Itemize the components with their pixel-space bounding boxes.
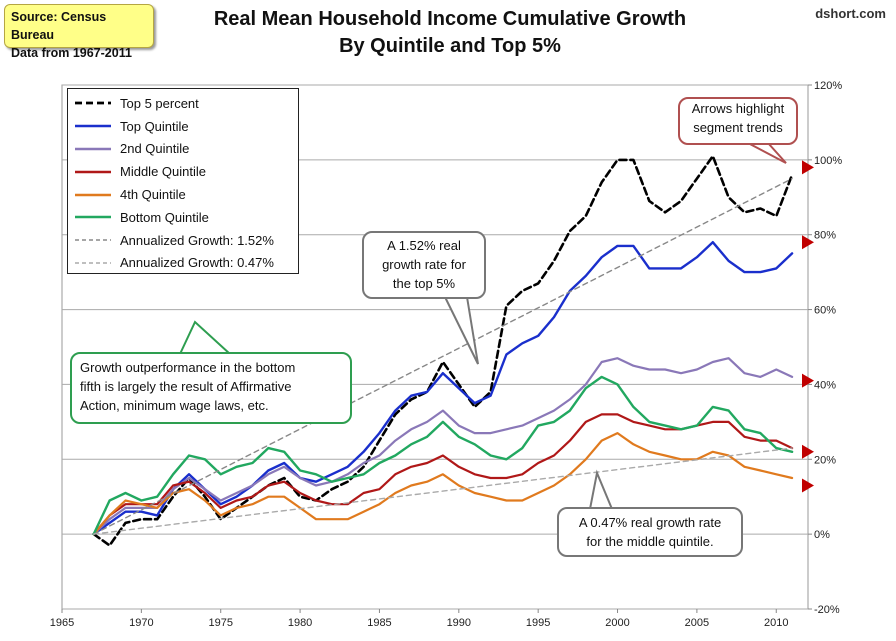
callout-tail [178,320,233,355]
series-line-middle-quintile [92,413,794,536]
y-tick-label: -20% [814,604,840,616]
callout-middle-note: A 0.47% real growth rate for the middle … [557,507,743,557]
trend-arrow [802,478,814,493]
legend-label: Bottom Quintile [120,209,209,225]
x-tick-label: 2000 [605,617,629,629]
y-tick-label: 0% [814,529,830,541]
callout-middle-line-2: for the middle quintile. [586,534,714,549]
callout-middle-line-1: A 0.47% real growth rate [578,515,722,530]
x-tick-label: 1995 [526,617,550,629]
data-range-line: Data from 1967-2011 [11,46,132,60]
y-tick-label: 60% [814,305,836,317]
x-tick-label: 2005 [685,617,709,629]
series-line-4th-quintile [92,432,794,536]
legend-item: Top 5 percent [74,92,292,115]
callout-arrows-line-1: Arrows highlight [691,101,785,116]
callout-top5-line-3: the top 5% [392,276,456,291]
series-line-annualized-growth-0-47 [93,447,793,535]
x-tick-label: 1990 [447,617,471,629]
y-tick-label: 20% [814,454,836,466]
legend-label: 4th Quintile [120,187,186,203]
legend-swatch [74,235,112,245]
axes: -20% 0% 20% 40% 60% 80% 100% 120% 1965 1970 1975 19… [50,80,843,629]
legend-swatch [74,212,112,222]
callout-arrows-note: Arrows highlight segment trends [678,97,798,145]
legend-item: 4th Quintile [74,183,292,206]
source-line: Source: Census Bureau [11,10,107,42]
title-line-1: Real Mean Household Income Cumulative Gr… [213,8,687,30]
legend-item: Middle Quintile [74,160,292,183]
legend-item: Top Quintile [74,115,292,138]
x-tick-label: 1970 [129,617,153,629]
x-tick-label: 1965 [50,617,74,629]
trend-arrow [802,235,814,250]
callout-bottom-note: Growth outperformance in the bottom fift… [70,352,352,424]
legend-item: Annualized Growth: 1.52% [74,229,292,252]
y-tick-label: 40% [814,379,836,391]
series-line-bottom-quintile [92,375,794,536]
series-line-2nd-quintile [92,357,794,536]
chart-title: Real Mean Household Income Cumulative Gr… [170,6,730,60]
legend-item: 2nd Quintile [74,138,292,161]
legend-swatch [74,121,112,131]
legend-label: Top 5 percent [120,95,199,111]
trend-arrow [802,160,814,175]
legend-label: Middle Quintile [120,164,206,180]
x-tick-label: 2010 [764,617,788,629]
x-tick-label: 1985 [367,617,391,629]
trend-arrows [802,160,814,493]
callout-top5-line-2: growth rate for [382,257,466,272]
x-tick-label: 1980 [288,617,312,629]
trend-arrow [802,373,814,388]
y-tick-label: 120% [814,80,842,92]
legend-swatch [74,258,112,268]
callout-pointers [178,142,787,510]
legend-swatch [74,98,112,108]
series-lines [92,154,794,547]
y-tick-label: 100% [814,155,842,167]
callout-bottom-line-2: fifth is largely the result of Affirmati… [80,379,292,394]
legend-label: Annualized Growth: 1.52% [120,232,274,248]
legend-label: 2nd Quintile [120,141,190,157]
callout-tail [588,469,614,510]
y-tick-label: 80% [814,230,836,242]
callout-top5-line-1: A 1.52% real [387,238,461,253]
legend-swatch [74,167,112,177]
legend-item: Annualized Growth: 0.47% [74,252,292,275]
x-tick-label: 1975 [208,617,232,629]
chart-legend: Top 5 percent Top Quintile 2nd Quintile Mid… [67,88,299,274]
callout-top5-note: A 1.52% real growth rate for the top 5% [362,231,486,299]
site-credit: dshort.com [815,6,886,21]
callout-arrows-line-2: segment trends [693,120,783,135]
source-note: Source: Census Bureau Data from 1967-201… [4,4,154,60]
legend-label: Top Quintile [120,118,189,134]
legend-swatch [74,144,112,154]
callout-bottom-line-1: Growth outperformance in the bottom [80,360,296,375]
series-line-annualized-growth-1-52 [93,177,793,535]
callout-bottom-line-3: Action, minimum wage laws, etc. [80,398,269,413]
legend-item: Bottom Quintile [74,206,292,229]
legend-label: Annualized Growth: 0.47% [120,255,274,271]
callout-tail [443,296,479,365]
title-line-2: By Quintile and Top 5% [339,35,561,57]
legend-swatch [74,190,112,200]
trend-arrow [802,444,814,459]
